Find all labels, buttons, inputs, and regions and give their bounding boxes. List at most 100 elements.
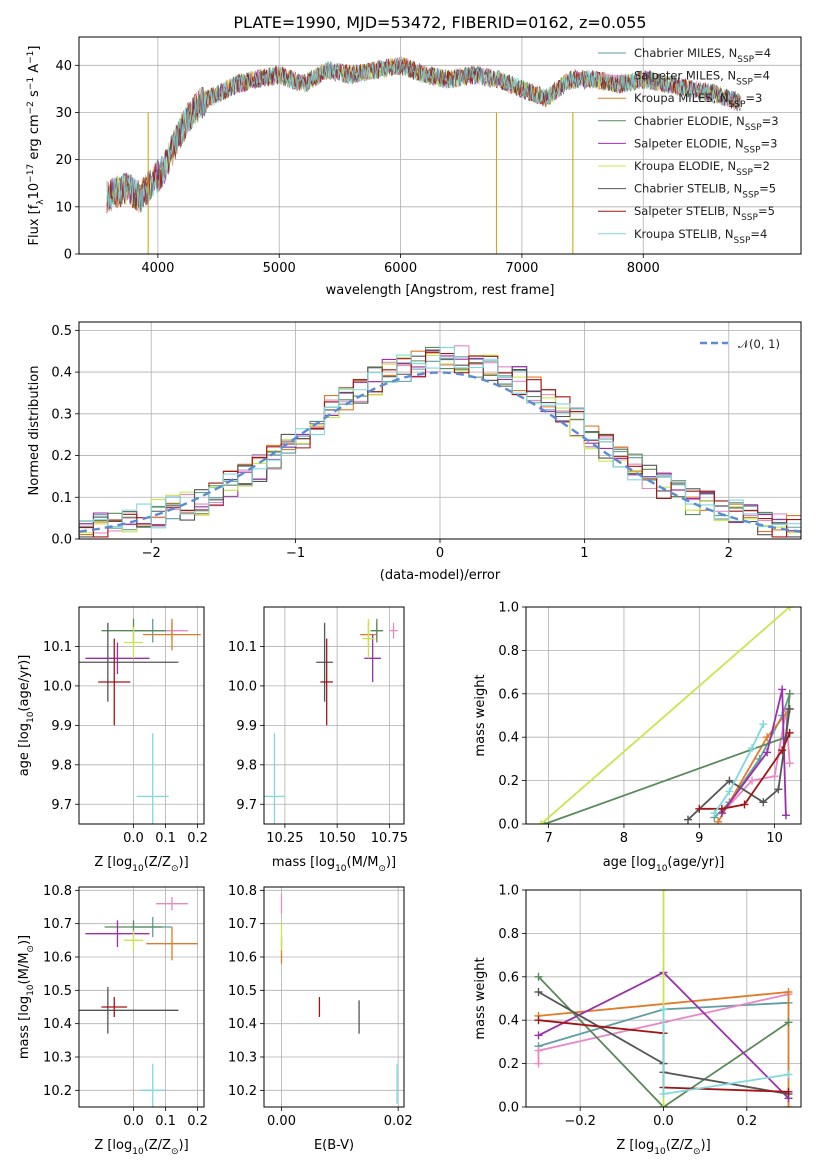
y-tick-label: 0.8 bbox=[498, 644, 519, 659]
y-tick-label: 1.0 bbox=[498, 601, 519, 616]
x-tick-label: 0.2 bbox=[187, 1114, 208, 1129]
axes-frame bbox=[525, 606, 802, 825]
panel-residuals: −2 −1 0 1 2 0.0 0.1 0.2 0.3 0.4 0.5 (data-model)/er… bbox=[27, 321, 802, 583]
y-tick-label: 10.4 bbox=[43, 1017, 72, 1032]
plot-area bbox=[264, 618, 398, 824]
panel-mass-vs-ebv: 0.00 0.02 10.2 10.3 10.4 10.5 10.6 10.7 10.8 E(B-… bbox=[228, 884, 413, 1153]
x-tick-label: 0.00 bbox=[267, 1114, 296, 1129]
x-axis-label: (data-model)/error bbox=[380, 568, 501, 583]
y-tick-label: 1.0 bbox=[498, 884, 519, 899]
x-tick-label: −0.2 bbox=[564, 1114, 596, 1129]
legend-label: Salpeter MILES, NSSP=4 bbox=[634, 69, 770, 88]
x-axis-label: Z [log10(Z/Z⊙)] bbox=[94, 1138, 188, 1157]
panel-mass-vs-z: 0.0 0.1 0.2 10.2 10.3 10.4 10.5 10.6 10.7 10.8 Z [… bbox=[17, 884, 208, 1157]
y-tick-label: 40 bbox=[55, 59, 72, 74]
x-tick-label: 2 bbox=[725, 546, 733, 561]
y-tick-label: 0.0 bbox=[51, 533, 72, 548]
legend-label: Kroupa MILES, NSSP=3 bbox=[634, 91, 762, 110]
y-axis-label: Normed distribution bbox=[27, 366, 42, 496]
weight-line bbox=[662, 1009, 789, 1096]
plot-area bbox=[79, 618, 201, 824]
x-tick-label: 0.1 bbox=[155, 1114, 176, 1129]
y-tick-label: 0.3 bbox=[51, 407, 72, 422]
x-tick-label: 0.1 bbox=[155, 831, 176, 846]
legend: 𝒩(0, 1) bbox=[700, 337, 780, 351]
axes-frame bbox=[78, 36, 802, 255]
y-tick-label: 10.3 bbox=[43, 1051, 72, 1066]
x-axis-label: wavelength [Angstrom, rest frame] bbox=[326, 283, 555, 298]
legend-label: Chabrier STELIB, NSSP=5 bbox=[634, 182, 776, 201]
y-tick-label: 0.6 bbox=[498, 970, 519, 985]
y-tick-label: 9.9 bbox=[51, 719, 72, 734]
y-tick-label: 10.0 bbox=[228, 679, 257, 694]
x-tick-label: 10.75 bbox=[371, 831, 408, 846]
x-tick-label: 10.50 bbox=[319, 831, 356, 846]
spectrum-line bbox=[106, 57, 741, 212]
x-tick-label: 6000 bbox=[384, 261, 417, 276]
y-tick-label: 0.2 bbox=[498, 1057, 519, 1072]
plot-area bbox=[79, 897, 198, 1107]
legend-label: Kroupa ELODIE, NSSP=2 bbox=[634, 159, 770, 178]
y-tick-label: 20 bbox=[55, 153, 72, 168]
plot-area bbox=[537, 607, 794, 824]
panel-age-vs-z: 0.0 0.1 0.2 9.7 9.8 9.9 10.0 10.1 Z [log10(Z/Z⊙)… bbox=[17, 606, 208, 874]
y-tick-label: 10.5 bbox=[228, 984, 257, 999]
y-tick-label: 10.1 bbox=[43, 640, 72, 655]
legend-label: Salpeter ELODIE, NSSP=3 bbox=[634, 136, 777, 155]
y-tick-label: 0.4 bbox=[498, 1014, 519, 1029]
y-tick-label: 0.4 bbox=[51, 366, 72, 381]
axes-frame bbox=[263, 886, 405, 1108]
panel-weight-vs-z: −0.2 0.0 0.2 0.0 0.2 0.4 0.6 0.8 1.0 Z [log10(Z/Z… bbox=[473, 884, 802, 1157]
x-tick-label: 0.2 bbox=[736, 1114, 757, 1129]
plot-area bbox=[106, 56, 741, 254]
y-tick-label: 9.8 bbox=[51, 758, 72, 773]
y-tick-label: 10.0 bbox=[43, 679, 72, 694]
y-tick-label: 10.7 bbox=[43, 917, 72, 932]
y-tick-label: 10.3 bbox=[228, 1051, 257, 1066]
plot-area bbox=[79, 345, 801, 539]
y-tick-label: 0.8 bbox=[498, 927, 519, 942]
x-tick-label: 4000 bbox=[141, 261, 174, 276]
x-axis-label: age [log10(age/yr)] bbox=[603, 855, 725, 874]
panel-weight-vs-age: 7 8 9 10 0.0 0.2 0.4 0.6 0.8 1.0 age [log10(age/yr… bbox=[473, 601, 802, 874]
x-tick-label: 0.0 bbox=[123, 1114, 144, 1129]
plot-area bbox=[280, 893, 398, 1104]
x-tick-label: 0.2 bbox=[187, 831, 208, 846]
y-tick-label: 10.6 bbox=[228, 951, 257, 966]
x-axis-label: Z [log10(Z/Z⊙)] bbox=[94, 855, 188, 874]
y-tick-label: 0.2 bbox=[498, 774, 519, 789]
x-tick-label: 8000 bbox=[627, 261, 660, 276]
y-tick-label: 9.9 bbox=[236, 719, 257, 734]
legend-label: Chabrier MILES, NSSP=4 bbox=[634, 46, 771, 65]
x-tick-label: −2 bbox=[142, 546, 161, 561]
x-tick-label: 9 bbox=[695, 831, 703, 846]
x-axis-label: Z [log10(Z/Z⊙)] bbox=[616, 1138, 710, 1157]
y-tick-label: 30 bbox=[55, 106, 72, 121]
y-tick-label: 10.2 bbox=[228, 1084, 257, 1099]
x-axis-label: E(B-V) bbox=[314, 1138, 354, 1153]
y-tick-label: 10.1 bbox=[228, 640, 257, 655]
x-tick-label: 0 bbox=[436, 546, 444, 561]
y-tick-label: 0.2 bbox=[51, 449, 72, 464]
panel-age-vs-mass: 10.25 10.50 10.75 9.7 9.8 9.9 10.0 10.1 mass [lo… bbox=[228, 606, 408, 874]
axes-frame bbox=[525, 889, 802, 1108]
y-tick-label: 10.2 bbox=[43, 1084, 72, 1099]
axes-frame bbox=[78, 321, 802, 540]
y-tick-label: 0.6 bbox=[498, 687, 519, 702]
x-tick-label: 0.02 bbox=[384, 1114, 413, 1129]
figure-title: PLATE=1990, MJD=53472, FIBERID=0162, z=0… bbox=[233, 13, 646, 32]
y-tick-label: 10.5 bbox=[43, 984, 72, 999]
x-tick-label: 10.25 bbox=[266, 831, 303, 846]
panel-spectrum: 4000 5000 6000 7000 8000 0 10 20 30 40 wavelength … bbox=[26, 36, 802, 298]
y-tick-label: 9.8 bbox=[236, 758, 257, 773]
y-tick-label: 10 bbox=[55, 200, 72, 215]
weight-line bbox=[713, 723, 765, 814]
x-tick-label: 7000 bbox=[505, 261, 538, 276]
weight-line bbox=[537, 976, 790, 1107]
y-axis-label: age [log10(age/yr)] bbox=[17, 655, 36, 777]
y-tick-label: 0.5 bbox=[51, 324, 72, 339]
y-tick-label: 10.7 bbox=[228, 917, 257, 932]
y-tick-label: 10.8 bbox=[228, 884, 257, 899]
y-tick-label: 0.1 bbox=[51, 491, 72, 506]
x-tick-label: 10 bbox=[766, 831, 783, 846]
